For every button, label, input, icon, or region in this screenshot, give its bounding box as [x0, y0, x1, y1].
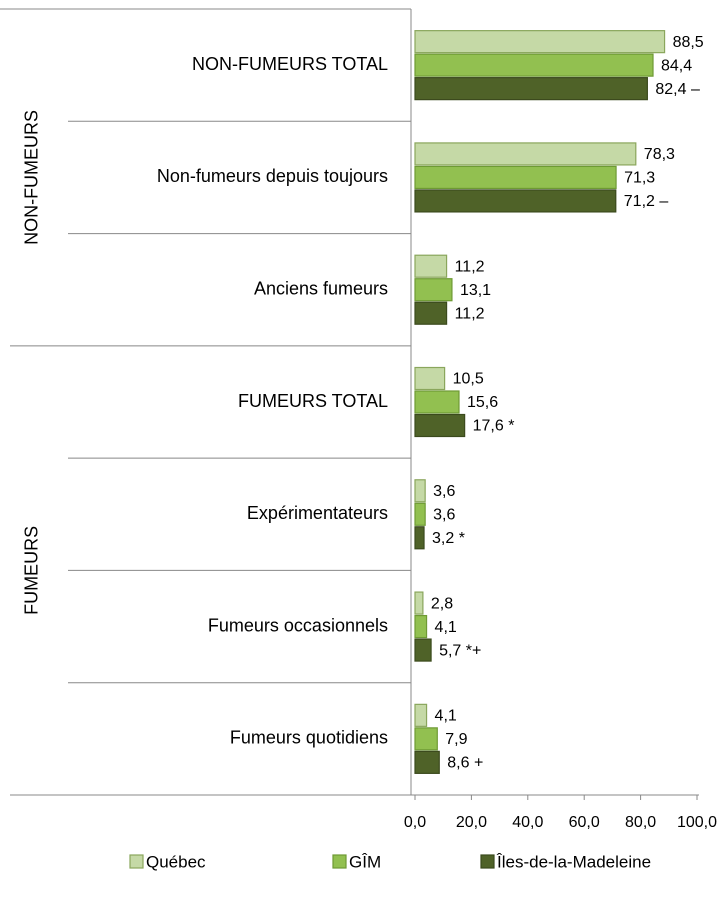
bar [414, 703, 428, 727]
bar [414, 53, 654, 77]
value-label: 4,1 [435, 708, 457, 725]
value-label: 3,6 [433, 507, 455, 524]
category-label: Fumeurs quotidiens [230, 728, 388, 748]
bar [414, 479, 426, 503]
category-label: Non-fumeurs depuis toujours [157, 166, 388, 186]
value-label: 2,8 [431, 595, 453, 612]
category-label: NON-FUMEURS TOTAL [192, 54, 388, 74]
x-tick-label: 40,0 [512, 814, 543, 831]
bar [414, 502, 426, 526]
value-label: 11,2 [455, 258, 485, 275]
bar [414, 189, 617, 213]
bar [414, 526, 425, 550]
value-label: 71,3 [624, 170, 655, 187]
value-label: 15,6 [467, 394, 498, 411]
category-label: Expérimentateurs [247, 503, 388, 523]
bar [414, 142, 637, 166]
category-label: Anciens fumeurs [254, 278, 388, 298]
group-label: NON-FUMEURS [22, 110, 42, 245]
value-label: 88,5 [673, 34, 704, 51]
value-label: 5,7 *+ [439, 642, 481, 659]
value-label: 11,2 [455, 305, 485, 322]
x-tick-label: 60,0 [569, 814, 600, 831]
value-label: 3,6 [433, 483, 455, 500]
value-label: 8,6 + [447, 755, 483, 772]
value-label: 4,1 [435, 619, 457, 636]
value-label: 84,4 [661, 57, 692, 74]
bar [414, 30, 666, 54]
bar [414, 614, 428, 639]
bar [414, 413, 466, 438]
bar [414, 390, 460, 414]
bar [414, 278, 453, 302]
category-label: Fumeurs occasionnels [208, 615, 388, 635]
x-tick-label: 0,0 [404, 814, 426, 831]
bar [414, 366, 446, 391]
bar [414, 750, 440, 774]
value-label: 78,3 [644, 146, 675, 163]
x-tick-label: 80,0 [625, 814, 656, 831]
legend-swatch [129, 854, 144, 869]
legend-label: GÎM [349, 852, 381, 871]
value-label: 71,2 – [624, 193, 669, 210]
category-label: FUMEURS TOTAL [238, 391, 388, 411]
value-label: 10,5 [453, 371, 484, 388]
value-label: 17,6 * [473, 418, 515, 435]
bar [414, 301, 448, 325]
bar [414, 254, 448, 278]
group-label: FUMEURS [22, 526, 42, 615]
legend-swatch [480, 854, 495, 869]
legend-swatch [332, 854, 347, 869]
bar [414, 591, 424, 615]
value-label: 7,9 [445, 731, 467, 748]
legend-label: Îles-de-la-Madeleine [496, 852, 651, 871]
bar [414, 638, 432, 662]
bar [414, 165, 617, 190]
legend-label: Québec [146, 852, 206, 871]
x-tick-label: 100,0 [677, 814, 717, 831]
value-label: 3,2 * [432, 530, 465, 547]
x-tick-label: 20,0 [456, 814, 487, 831]
value-label: 82,4 – [655, 81, 700, 98]
bar [414, 77, 648, 101]
value-label: 13,1 [460, 282, 491, 299]
bar [414, 727, 438, 751]
